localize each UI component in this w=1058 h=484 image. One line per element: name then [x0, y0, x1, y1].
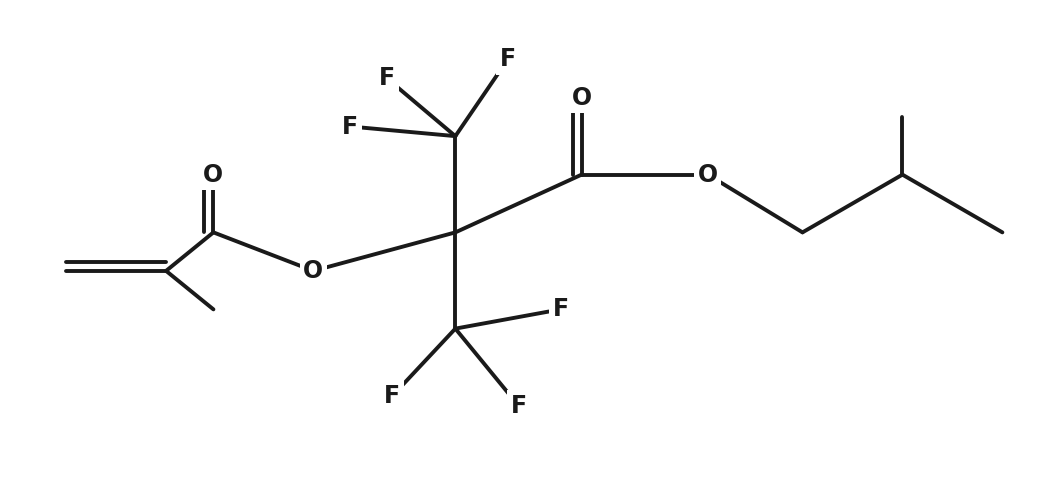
Text: F: F [342, 115, 359, 138]
Text: F: F [552, 297, 568, 321]
Text: O: O [203, 163, 223, 187]
Text: F: F [384, 384, 400, 408]
Text: O: O [304, 259, 324, 283]
Text: O: O [571, 86, 591, 110]
Text: O: O [698, 163, 718, 187]
Text: F: F [510, 393, 527, 418]
Text: F: F [499, 47, 516, 71]
Text: F: F [379, 66, 395, 91]
